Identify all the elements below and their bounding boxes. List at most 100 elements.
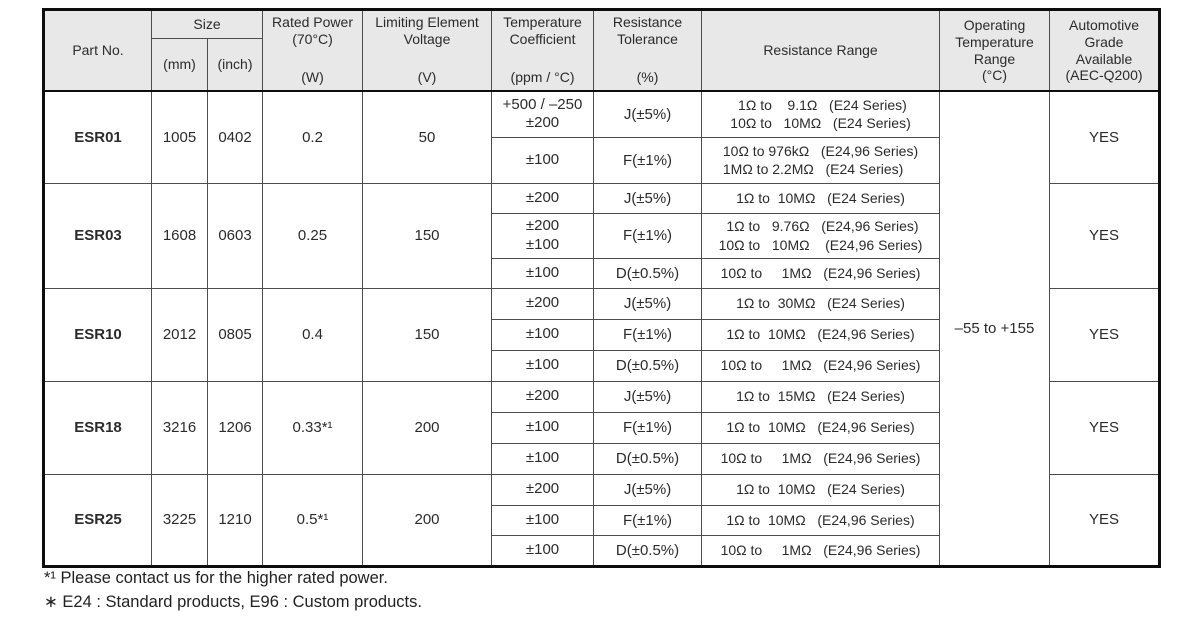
spec-row-esr10-0: ESR10 2012 0805 0.4 150 ±200 J(±5%) 1Ω to 30MΩ …	[43, 287, 1161, 382]
rated-power-cell: 0.5*¹	[262, 473, 364, 567]
footnotes: *¹ Please contact us for the higher rate…	[44, 566, 422, 614]
voltage-cell: 150	[362, 287, 493, 382]
temp-coefficient-cell: ±200	[491, 473, 595, 506]
spec-row-esr03-0: ESR03 1608 0603 0.25 150 ±200 J(±5%) 1Ω to 10MΩ…	[43, 182, 1161, 289]
temp-coefficient-cell: ±100	[491, 318, 595, 351]
rated-power-cell: 0.4	[262, 287, 364, 382]
resistance-range-cell: 10Ω to 1MΩ (E24,96 Series)	[701, 349, 941, 382]
temp-coefficient-cell: ±200	[491, 380, 595, 413]
header-size-inch: (inch)	[206, 37, 264, 92]
tolerance-cell: J(±5%)	[593, 380, 703, 413]
header-size-mm: (mm)	[151, 37, 208, 92]
voltage-cell: 200	[362, 380, 493, 475]
tolerance-cell: J(±5%)	[593, 182, 703, 214]
rated-power-cell: 0.33*¹	[262, 380, 364, 475]
spec-row-esr03-1: ±200 ±100 F(±1%) 1Ω to 9.76Ω (E24,96 Serie…	[44, 212, 1160, 259]
voltage-cell: 50	[362, 90, 493, 184]
part-no-cell: ESR01	[43, 90, 152, 184]
resistance-range-cell: 1Ω to 15MΩ (E24 Series)	[701, 380, 941, 413]
rated-power-cell: 0.2	[262, 90, 364, 184]
operating-temp-cell: –55 to +155	[939, 90, 1051, 567]
spec-row-esr10-1: ±100 F(±1%) 1Ω to 10MΩ (E24,96 Series)	[44, 318, 1160, 351]
automotive-grade-cell: YES	[1049, 473, 1161, 567]
header-automotive-grade: Automotive Grade Available (AEC-Q200)	[1049, 9, 1161, 92]
size-mm-cell: 2012	[151, 287, 208, 382]
automotive-grade-cell: YES	[1049, 90, 1161, 184]
tolerance-cell: J(±5%)	[593, 287, 703, 320]
tolerance-cell: J(±5%)	[593, 90, 703, 138]
tolerance-cell: D(±0.5%)	[593, 349, 703, 382]
spec-row-esr25-0: ESR25 3225 1210 0.5*¹ 200 ±200 J(±5%) 1Ω to 10M…	[43, 473, 1161, 567]
spec-row-esr18-2: ±100 D(±0.5%) 10Ω to 1MΩ (E24,96 Series)	[44, 442, 1160, 475]
resistance-range-cell: 1Ω to 10MΩ (E24,96 Series)	[701, 504, 941, 536]
part-no-cell: ESR10	[43, 287, 152, 382]
spec-row-esr01-0: ESR01 1005 0402 0.2 50 +500 / –250 ±200 J(±5%) …	[43, 90, 1161, 567]
resistance-range-cell: 1Ω to 10MΩ (E24,96 Series)	[701, 411, 941, 444]
temp-coefficient-cell: ±100	[491, 349, 595, 382]
temp-coefficient-cell: ±200	[491, 287, 595, 320]
spec-row-esr18-1: ±100 F(±1%) 1Ω to 10MΩ (E24,96 Series)	[44, 411, 1160, 444]
header-temp-coefficient: Temperature Coefficient (ppm / °C)	[491, 9, 595, 92]
temp-coefficient-cell: ±100	[491, 534, 595, 567]
resistance-range-cell: 10Ω to 1MΩ (E24,96 Series)	[701, 257, 941, 289]
temp-coefficient-cell: +500 / –250 ±200	[491, 90, 595, 138]
specifications-table: Part No. Size Rated Power (70°C) (W) Limi…	[42, 8, 1162, 568]
footnote-rated-power: *¹ Please contact us for the higher rate…	[44, 569, 388, 587]
resistance-range-cell: 1Ω to 10MΩ (E24,96 Series)	[701, 318, 941, 351]
part-no-cell: ESR03	[43, 182, 152, 289]
header-part-no: Part No.	[43, 9, 152, 92]
size-inch-cell: 1210	[206, 473, 264, 567]
resistance-range-cell: 1Ω to 10MΩ (E24 Series)	[701, 182, 941, 214]
temp-coefficient-cell: ±100	[491, 504, 595, 536]
resistance-range-cell: 1Ω to 30MΩ (E24 Series)	[701, 287, 941, 320]
tolerance-cell: F(±1%)	[593, 411, 703, 444]
tolerance-cell: F(±1%)	[593, 136, 703, 184]
tolerance-cell: F(±1%)	[593, 212, 703, 259]
rated-power-cell: 0.25	[262, 182, 364, 289]
resistance-range-cell: 1Ω to 9.1Ω (E24 Series) 10Ω to 10MΩ (E24 …	[701, 90, 941, 138]
size-mm-cell: 1005	[151, 90, 208, 184]
tolerance-cell: J(±5%)	[593, 473, 703, 506]
temp-coefficient-cell: ±100	[491, 136, 595, 184]
table-header: Part No. Size Rated Power (70°C) (W) Limi…	[43, 9, 1161, 92]
part-no-cell: ESR25	[43, 473, 152, 567]
size-mm-cell: 3225	[151, 473, 208, 567]
header-resistance-range: Resistance Range	[701, 9, 941, 92]
resistance-range-cell: 10Ω to 976kΩ (E24,96 Series) 1MΩ to 2.2MΩ…	[701, 136, 941, 184]
temp-coefficient-cell: ±100	[491, 257, 595, 289]
temp-coefficient-cell: ±200	[491, 182, 595, 214]
temp-coefficient-cell: ±200 ±100	[491, 212, 595, 259]
table-body: ESR01 1005 0402 0.2 50 +500 / –250 ±200 J(±5%) …	[43, 90, 1161, 567]
header-rated-power: Rated Power (70°C) (W)	[262, 9, 364, 92]
resistor-spec-table-container: Part No. Size Rated Power (70°C) (W) Limi…	[42, 8, 1162, 568]
spec-row-esr25-2: ±100 D(±0.5%) 10Ω to 1MΩ (E24,96 Series)	[44, 534, 1160, 567]
temp-coefficient-cell: ±100	[491, 411, 595, 444]
size-mm-cell: 3216	[151, 380, 208, 475]
spec-row-esr01-1: ±100 F(±1%) 10Ω to 976kΩ (E24,96 Series) 1M…	[44, 136, 1160, 184]
size-inch-cell: 0805	[206, 287, 264, 382]
size-mm-cell: 1608	[151, 182, 208, 289]
tolerance-cell: D(±0.5%)	[593, 534, 703, 567]
resistance-range-cell: 1Ω to 9.76Ω (E24,96 Series) 10Ω to 10MΩ (…	[701, 212, 941, 259]
size-inch-cell: 0402	[206, 90, 264, 184]
header-size: Size	[150, 9, 264, 39]
resistance-range-cell: 10Ω to 1MΩ (E24,96 Series)	[701, 534, 941, 567]
tolerance-cell: F(±1%)	[593, 318, 703, 351]
part-no-cell: ESR18	[43, 380, 152, 475]
temp-coefficient-cell: ±100	[491, 442, 595, 475]
automotive-grade-cell: YES	[1049, 380, 1161, 475]
header-operating-temp: Operating Temperature Range (°C)	[939, 9, 1051, 92]
size-inch-cell: 1206	[206, 380, 264, 475]
spec-row-esr03-2: ±100 D(±0.5%) 10Ω to 1MΩ (E24,96 Series)	[44, 257, 1160, 289]
header-resistance-tolerance: Resistance Tolerance (%)	[593, 9, 703, 92]
resistance-range-cell: 1Ω to 10MΩ (E24 Series)	[701, 473, 941, 506]
tolerance-cell: D(±0.5%)	[593, 442, 703, 475]
size-inch-cell: 0603	[206, 182, 264, 289]
resistance-range-cell: 10Ω to 1MΩ (E24,96 Series)	[701, 442, 941, 475]
automotive-grade-cell: YES	[1049, 182, 1161, 289]
voltage-cell: 200	[362, 473, 493, 567]
tolerance-cell: D(±0.5%)	[593, 257, 703, 289]
tolerance-cell: F(±1%)	[593, 504, 703, 536]
spec-row-esr25-1: ±100 F(±1%) 1Ω to 10MΩ (E24,96 Series)	[44, 504, 1160, 536]
automotive-grade-cell: YES	[1049, 287, 1161, 382]
